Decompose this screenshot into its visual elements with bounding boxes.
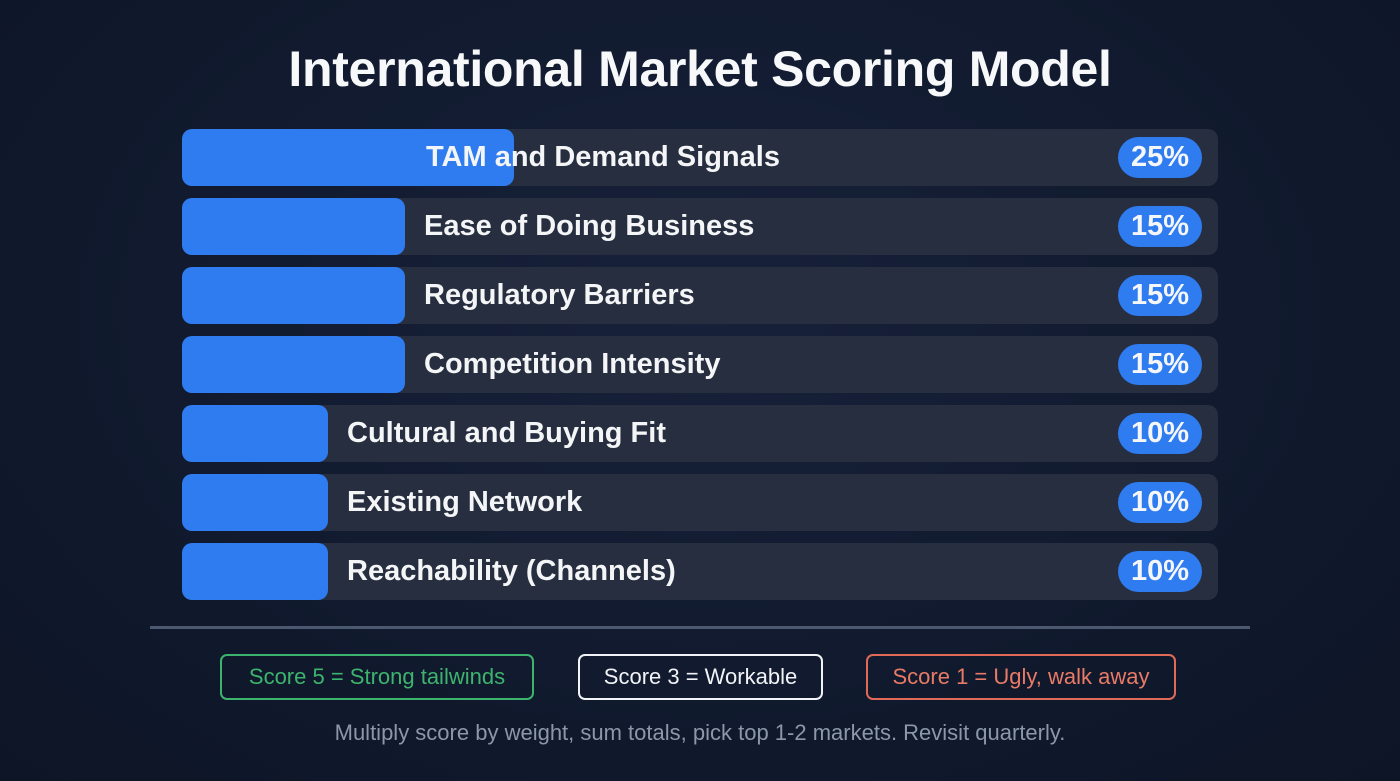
bar-row: Existing Network 10% — [182, 474, 1218, 531]
weight-badge: 15% — [1118, 344, 1202, 385]
bar-fill — [182, 198, 405, 255]
legend-score-5: Score 5 = Strong tailwinds — [220, 654, 534, 700]
bar-row: Competition Intensity 15% — [182, 336, 1218, 393]
bar-row: Cultural and Buying Fit 10% — [182, 405, 1218, 462]
legend-score-3: Score 3 = Workable — [578, 654, 823, 700]
bar-row: Ease of Doing Business 15% — [182, 198, 1218, 255]
bar-label: Cultural and Buying Fit — [347, 417, 666, 449]
divider — [150, 626, 1250, 629]
bar-fill — [182, 543, 328, 600]
footnote: Multiply score by weight, sum totals, pi… — [334, 720, 1066, 745]
weight-badge: 10% — [1118, 482, 1202, 523]
bar-row: Regulatory Barriers 15% — [182, 267, 1218, 324]
bar-row: TAM and Demand Signals 25% — [182, 129, 1218, 186]
weight-badge: 25% — [1118, 137, 1202, 178]
weight-badge: 10% — [1118, 413, 1202, 454]
weight-badge: 10% — [1118, 551, 1202, 592]
legend-score-1: Score 1 = Ugly, walk away — [866, 654, 1176, 700]
bar-fill — [182, 267, 405, 324]
bar-row: Reachability (Channels) 10% — [182, 543, 1218, 600]
weight-badge: 15% — [1118, 275, 1202, 316]
bar-fill — [182, 129, 514, 186]
bar-label: Competition Intensity — [424, 348, 721, 380]
weight-badge: 15% — [1118, 206, 1202, 247]
bar-fill — [182, 405, 328, 462]
bar-fill — [182, 336, 405, 393]
weight-bars: TAM and Demand Signals 25% Ease of Doing… — [182, 129, 1218, 612]
bar-label: Reachability (Channels) — [347, 555, 676, 587]
bar-label: Existing Network — [347, 486, 583, 518]
page-title: International Market Scoring Model — [288, 41, 1112, 97]
bar-fill — [182, 474, 328, 531]
bar-label: Regulatory Barriers — [424, 279, 695, 311]
bar-label: TAM and Demand Signals — [426, 141, 780, 173]
bar-label: Ease of Doing Business — [424, 210, 755, 242]
